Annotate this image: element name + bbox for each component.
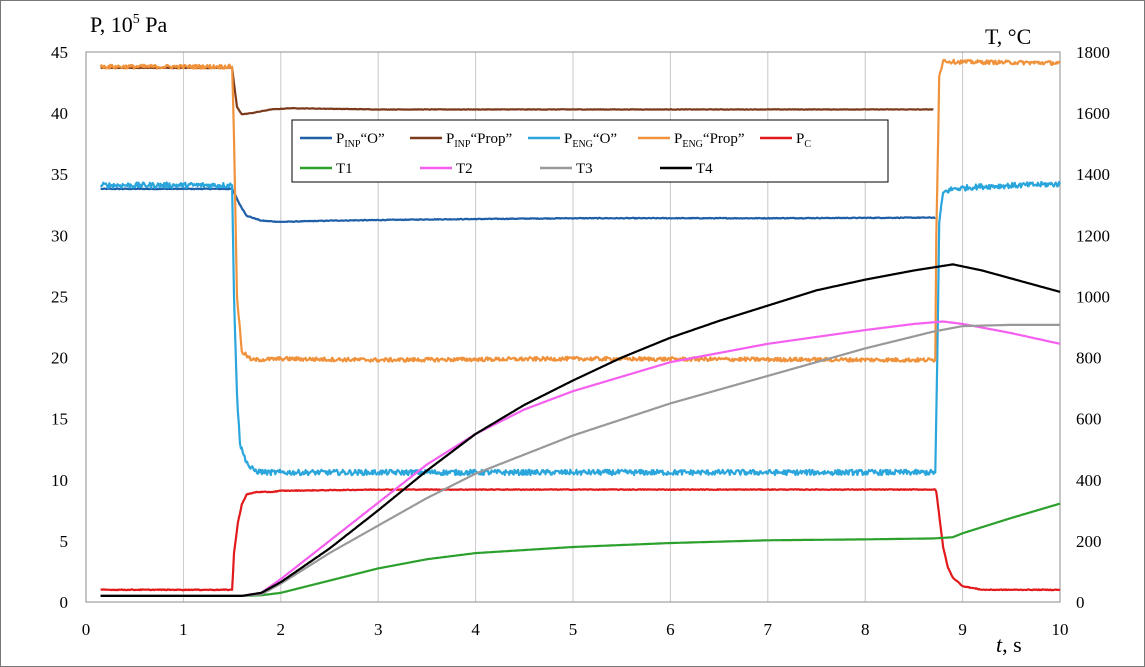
y-right-tick-label: 1200 (1076, 226, 1110, 245)
series-line-3 (99, 58, 1061, 363)
y-right-tick-label: 1600 (1076, 104, 1110, 123)
series-line-7 (100, 323, 1061, 598)
y-left-tick-label: 5 (60, 532, 69, 551)
series-line-4 (100, 488, 1061, 592)
y-right-tick-label: 0 (1076, 593, 1085, 612)
y-axis-left-title: P, 105 Pa (90, 12, 168, 37)
series-line-2 (99, 180, 1062, 477)
y-right-tick-label: 800 (1076, 349, 1102, 368)
y-left-tick-label: 10 (51, 471, 68, 490)
y-left-tick-label: 0 (60, 593, 69, 612)
legend-entry: T4 (696, 161, 713, 177)
x-tick-label: 10 (1052, 620, 1069, 639)
x-tick-label: 5 (569, 620, 578, 639)
x-tick-label: 2 (277, 620, 286, 639)
legend: PINP“O” PINP“Prop” PENG“O” PENG“Prop” PC T1 T2… (291, 119, 889, 183)
legend-entry: PENG“Prop” (674, 131, 745, 150)
tick-labels: 0 1 2 3 4 5 6 7 8 9 100510152025303540450200400600… (51, 43, 1110, 639)
y-axis-right-title: T, °C (985, 24, 1031, 49)
y-left-tick-label: 25 (51, 287, 68, 306)
legend-entry: PENG“O” (564, 131, 617, 150)
y-left-tick-label: 45 (51, 43, 68, 62)
series-line-0 (100, 187, 936, 223)
y-right-tick-label: 1400 (1076, 165, 1110, 184)
x-tick-label: 0 (82, 620, 91, 639)
legend-entry: T2 (456, 161, 473, 177)
series-line-1 (100, 66, 934, 116)
x-tick-label: 1 (179, 620, 188, 639)
y-left-tick-label: 15 (51, 410, 68, 429)
series-line-8 (100, 263, 1061, 598)
y-left-tick-label: 40 (51, 104, 68, 123)
x-tick-label: 4 (471, 620, 480, 639)
plot-area (85, 51, 1061, 603)
legend-entry: PINP“O” (336, 131, 385, 150)
y-left-tick-label: 35 (51, 165, 68, 184)
y-right-tick-label: 200 (1076, 532, 1102, 551)
legend-entry: PINP“Prop” (446, 131, 512, 150)
y-right-tick-label: 1000 (1076, 287, 1110, 306)
x-tick-label: 7 (764, 620, 773, 639)
y-left-tick-label: 30 (51, 226, 68, 245)
legend-entry: PC (796, 131, 811, 150)
x-tick-label: 3 (374, 620, 383, 639)
x-tick-label: 9 (958, 620, 967, 639)
y-left-tick-label: 20 (51, 349, 68, 368)
x-tick-label: 6 (666, 620, 675, 639)
y-right-tick-label: 400 (1076, 471, 1102, 490)
legend-entry: T3 (576, 161, 593, 177)
legend-entry: T1 (336, 161, 353, 177)
y-right-tick-label: 600 (1076, 410, 1102, 429)
y-right-tick-label: 1800 (1076, 43, 1110, 62)
series-lines (99, 58, 1062, 598)
plot-border (85, 51, 1061, 603)
legend-box (291, 119, 889, 183)
x-axis-title: t, s (996, 632, 1022, 657)
x-tick-label: 8 (861, 620, 870, 639)
